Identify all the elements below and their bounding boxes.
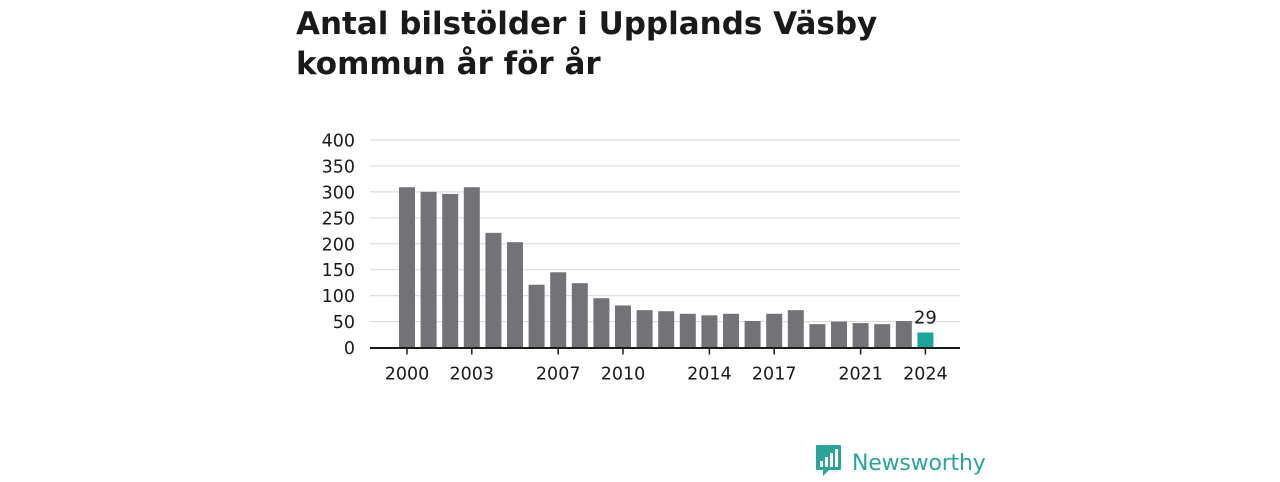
bar-2006 (528, 284, 545, 348)
x-tick-label: 2017 (752, 365, 797, 385)
x-tick-label: 2003 (450, 365, 495, 385)
bar-2001 (420, 191, 437, 348)
bar-2023 (895, 321, 912, 348)
bar-2010 (615, 305, 631, 348)
y-tick-label: 250 (322, 209, 355, 229)
y-tick-label: 300 (322, 183, 355, 203)
y-tick-label: 200 (322, 235, 355, 255)
x-tick-label: 2021 (838, 365, 883, 385)
bar-2013 (679, 313, 696, 348)
x-tick-label: 2014 (687, 365, 732, 385)
bar-2005 (507, 242, 523, 348)
bar-2003 (463, 187, 480, 348)
bar-2002 (442, 193, 459, 348)
y-tick-label: 100 (322, 287, 355, 307)
y-axis-ticks: 0 50 100 150 200 250 300 350 400 (322, 132, 355, 360)
bar-2021 (852, 323, 869, 348)
bar-2024 (917, 332, 934, 348)
bar-2004 (485, 232, 502, 348)
bar-2019 (809, 324, 826, 348)
highlight-data-label: 29 (914, 307, 937, 328)
bar-2007 (550, 272, 567, 348)
x-tick-label: 2000 (385, 365, 430, 385)
y-tick-label: 400 (322, 132, 355, 152)
bars (399, 187, 934, 348)
newsworthy-logo-icon (815, 444, 842, 482)
y-tick-label: 350 (322, 157, 355, 177)
bar-2017 (766, 313, 783, 348)
x-tick-label: 2024 (903, 365, 948, 385)
bar-2014 (701, 315, 718, 348)
bar-2012 (658, 311, 675, 348)
x-tick-label: 2007 (536, 365, 581, 385)
y-tick-label: 0 (344, 339, 355, 359)
bar-2020 (831, 321, 847, 348)
bar-2022 (874, 324, 891, 348)
gridlines (370, 139, 960, 323)
y-tick-label: 150 (322, 261, 355, 281)
bar-2000 (399, 187, 415, 348)
bar-2011 (636, 310, 653, 348)
x-tick-label: 2010 (601, 365, 646, 385)
bar-2015 (723, 313, 739, 348)
newsworthy-brand: Newsworthy (815, 444, 986, 482)
bar-2018 (787, 310, 804, 348)
bar-2008 (571, 283, 588, 348)
bar-2009 (593, 298, 610, 348)
chart-title: Antal bilstölder i Upplands Väsby kommun… (296, 6, 878, 82)
bar-chart: 0 50 100 150 200 250 300 350 400 2000 2003 2007 201… (322, 132, 960, 385)
x-axis-ticks: 2000 2003 2007 2010 2014 2017 2021 2024 (385, 348, 948, 385)
bar-2016 (744, 321, 761, 348)
brand-name: Newsworthy (852, 450, 986, 476)
y-tick-label: 50 (333, 313, 355, 333)
